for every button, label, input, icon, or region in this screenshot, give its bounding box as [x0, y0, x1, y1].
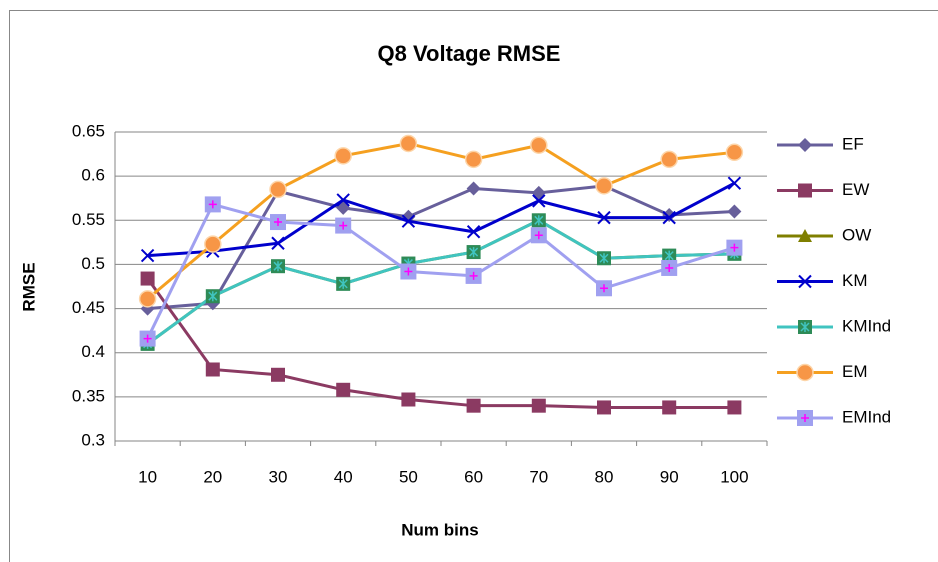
x-tick-label: 40 [334, 467, 353, 486]
marker-glyph [469, 271, 478, 280]
marker [727, 400, 742, 415]
marker [532, 194, 546, 208]
marker [660, 150, 678, 169]
series-line [146, 202, 735, 340]
marker-glyph [801, 414, 809, 422]
marker [336, 193, 350, 207]
x-tick-label: 80 [595, 467, 614, 486]
marker [205, 362, 220, 377]
y-tick-label: 0.4 [81, 342, 105, 361]
marker [798, 229, 812, 242]
marker [662, 400, 677, 415]
marker [401, 214, 416, 228]
marker [271, 236, 285, 250]
marker-glyph [469, 247, 479, 258]
marker-glyph [665, 263, 674, 272]
marker [798, 138, 812, 152]
marker-glyph [404, 267, 413, 276]
x-axis-label: Num bins [401, 520, 478, 539]
marker-glyph [274, 218, 282, 227]
y-tick-label: 0.6 [81, 166, 105, 185]
marker [336, 382, 351, 397]
marker [464, 150, 483, 169]
marker [725, 143, 744, 162]
marker [466, 398, 481, 413]
marker-glyph [143, 334, 152, 343]
marker-glyph [600, 284, 608, 293]
x-tick-label: 30 [269, 467, 288, 486]
marker [597, 400, 611, 415]
marker [399, 134, 418, 153]
marker [138, 290, 157, 308]
marker-glyph [730, 243, 739, 252]
y-tick-label: 0.65 [72, 121, 105, 140]
marker [662, 210, 676, 225]
marker [271, 367, 285, 382]
marker-glyph [208, 200, 217, 209]
x-tick-label: 100 [720, 467, 748, 486]
y-tick-label: 0.3 [81, 430, 105, 449]
marker-glyph [338, 278, 348, 289]
marker [334, 147, 352, 165]
legend-label: KMInd [842, 316, 891, 335]
series-line [146, 277, 735, 409]
x-tick-label: 20 [203, 467, 222, 486]
series-line [147, 181, 736, 258]
marker [531, 398, 546, 413]
marker-glyph [534, 215, 544, 226]
marker [727, 176, 742, 190]
marker [597, 210, 611, 225]
marker [204, 235, 222, 253]
legend-label: EF [842, 134, 864, 153]
marker-glyph [339, 221, 348, 230]
legend-label: EM [842, 362, 868, 381]
y-tick-label: 0.35 [72, 386, 105, 405]
marker [796, 363, 814, 382]
marker-glyph [664, 250, 674, 261]
marker [466, 181, 481, 196]
marker [269, 180, 287, 199]
y-tick-label: 0.5 [81, 254, 105, 273]
marker-glyph [273, 261, 283, 272]
marker [595, 177, 613, 195]
legend-label: EMInd [842, 407, 891, 426]
chart-title: Q8 Voltage RMSE [378, 41, 561, 66]
series-line [146, 218, 735, 346]
marker [798, 274, 812, 289]
marker-glyph [534, 231, 543, 240]
x-tick-label: 70 [529, 467, 548, 486]
x-tick-label: 50 [399, 467, 418, 486]
marker [140, 248, 155, 263]
y-axis-label: RMSE [19, 262, 38, 311]
x-tick-label: 90 [660, 467, 679, 486]
marker [401, 392, 416, 407]
marker-glyph [599, 253, 609, 264]
y-tick-label: 0.45 [72, 298, 105, 317]
marker [530, 136, 548, 154]
marker [727, 204, 742, 219]
x-tick-label: 10 [138, 467, 157, 486]
x-tick-label: 60 [464, 467, 483, 486]
legend-label: OW [842, 225, 871, 244]
legend-label: EW [842, 180, 869, 199]
y-tick-label: 0.55 [72, 210, 105, 229]
marker-glyph [800, 322, 810, 332]
marker [140, 271, 155, 286]
marker-glyph [208, 291, 218, 302]
marker [798, 183, 812, 198]
legend-label: KM [842, 271, 868, 290]
marker [466, 225, 481, 239]
series-line [146, 141, 735, 301]
